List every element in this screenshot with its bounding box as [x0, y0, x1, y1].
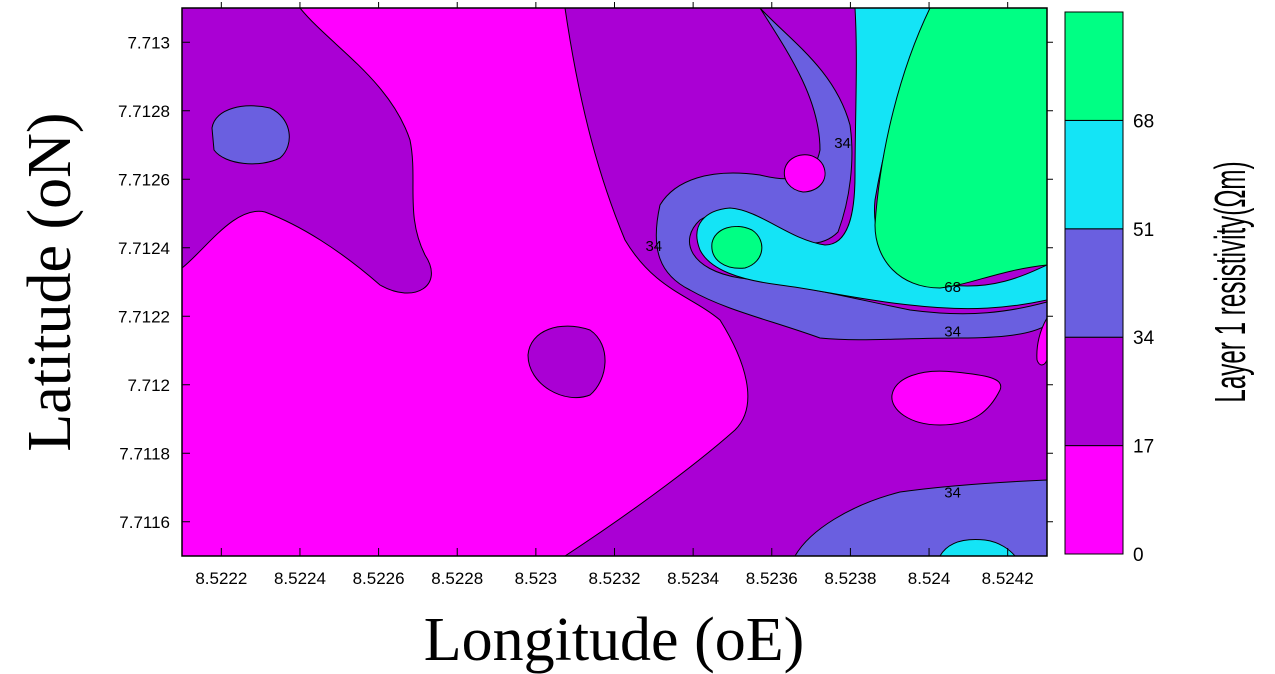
colorbar-label-2: 34	[1133, 328, 1155, 349]
zone-34-51-swirl	[655, 8, 1047, 341]
contour-label-0: 34	[834, 135, 851, 152]
colorbar-segment-0	[1064, 445, 1124, 555]
x-tick-label-10: 8.5242	[982, 569, 1034, 588]
zone-0-17-island-right	[891, 370, 1002, 426]
zone-0-17-island-small	[783, 154, 826, 193]
y-tick-label-2: 7.712	[127, 376, 170, 395]
x-tick-label-1: 8.5224	[274, 569, 326, 588]
zone-17-34-island	[527, 325, 606, 399]
y-axis-ticks: 7.7116 7.7118 7.712 7.7122 7.7124 7.7126 7.712…	[118, 33, 1053, 532]
colorbar-segment-2	[1064, 228, 1124, 338]
x-tick-label-7: 8.5236	[746, 569, 798, 588]
colorbar-title: Layer 1 resistivity(Ωm)	[1205, 161, 1255, 402]
contour-label-3: 34	[944, 323, 961, 340]
zone-51-68-bottom	[939, 539, 1016, 556]
x-tick-label-3: 8.5228	[431, 569, 483, 588]
colorbar-label-1: 17	[1133, 437, 1154, 458]
y-tick-label-4: 7.7124	[118, 239, 170, 258]
contour-label-4: 34	[944, 484, 961, 501]
contour-fills: 34 34 68 34 34	[182, 8, 1047, 556]
x-tick-label-8: 8.5238	[824, 569, 876, 588]
x-axis-title: Longitude (oE)	[424, 606, 805, 674]
contour-label-1: 34	[645, 238, 662, 255]
colorbar: 0 17 34 51 68	[1064, 11, 1155, 566]
y-tick-label-0: 7.7116	[119, 513, 170, 532]
y-tick-label-6: 7.7128	[118, 102, 170, 121]
colorbar-segment-4	[1064, 11, 1124, 121]
contour-label-2: 68	[944, 279, 961, 296]
zone-34-51-island-left	[211, 105, 290, 165]
y-tick-label-5: 7.7126	[118, 170, 170, 189]
x-tick-label-2: 8.5226	[353, 569, 405, 588]
colorbar-label-3: 51	[1133, 220, 1154, 241]
x-axis-ticks: 8.5222 8.5224 8.5226 8.5228 8.523 8.5232 8.523…	[195, 2, 1034, 588]
colorbar-label-4: 68	[1133, 111, 1154, 132]
zone-68-island	[711, 226, 763, 269]
y-tick-label-7: 7.713	[127, 33, 170, 52]
y-axis-title: Latitude (oN)	[16, 112, 84, 451]
colorbar-segment-3	[1064, 119, 1124, 230]
colorbar-label-0: 0	[1133, 545, 1144, 566]
x-tick-label-6: 8.5234	[667, 569, 719, 588]
x-tick-label-0: 8.5222	[195, 569, 247, 588]
y-tick-label-1: 7.7118	[119, 444, 170, 463]
contour-labels: 34 34 68 34 34	[645, 135, 961, 501]
y-tick-label-3: 7.7122	[118, 307, 170, 326]
zone-0-17-main	[182, 8, 749, 556]
zone-0-17-edge	[1036, 317, 1047, 366]
x-tick-label-9: 8.524	[908, 569, 951, 588]
zone-34-51-bottom	[794, 479, 1047, 556]
colorbar-segment-1	[1064, 336, 1124, 447]
x-tick-label-5: 8.5232	[589, 569, 641, 588]
zone-68-plus	[874, 8, 1047, 289]
x-tick-label-4: 8.523	[515, 569, 558, 588]
